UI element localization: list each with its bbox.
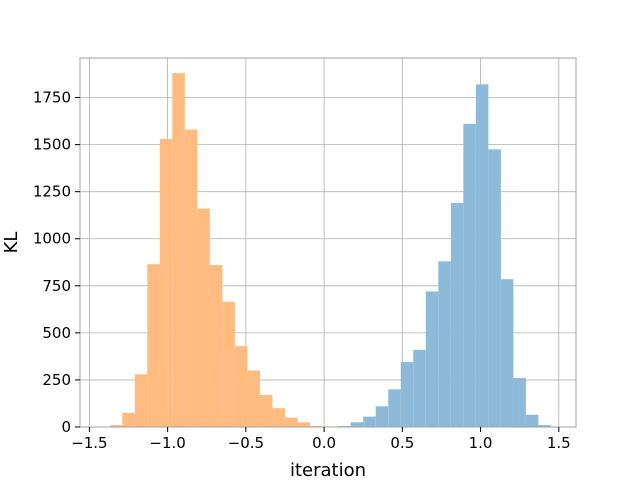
histogram-bar <box>247 370 260 427</box>
histogram-bar <box>147 264 160 427</box>
y-tick-label: 750 <box>42 277 71 295</box>
axis-ticks: −1.5 −1.0 −0.5 0.0 0.5 1.0 1.5 0 250 500 750 1000 12… <box>33 89 571 452</box>
x-tick-label: 1.5 <box>547 434 571 452</box>
x-tick-label: 0.0 <box>312 434 336 452</box>
y-tick-label: 1500 <box>33 136 71 154</box>
y-tick-label: 0 <box>61 418 71 436</box>
plot-frame <box>79 57 577 428</box>
histogram-bar <box>500 279 514 427</box>
histogram-bar <box>122 412 135 427</box>
histogram-bar <box>488 149 501 428</box>
histogram-bar <box>109 425 123 427</box>
x-tick-label: −1.0 <box>149 434 185 452</box>
histogram-bar <box>463 123 476 428</box>
x-axis-label: iteration <box>290 460 366 480</box>
x-tick-label: −0.5 <box>228 434 264 452</box>
histogram-bar <box>400 362 414 427</box>
histogram-bars <box>109 73 551 428</box>
y-axis-label: KL <box>1 232 22 254</box>
histogram-bar <box>538 425 551 427</box>
histogram-bar <box>450 202 464 427</box>
histogram-bar <box>197 208 210 427</box>
histogram-bar <box>259 394 273 427</box>
histogram-bar <box>375 406 389 427</box>
histogram-bar <box>388 389 401 427</box>
histogram-bar <box>525 414 539 427</box>
y-tick-label: 1000 <box>33 230 71 248</box>
histogram-bar <box>234 346 248 427</box>
y-tick-label: 500 <box>42 324 71 342</box>
histogram-bar <box>475 84 489 427</box>
histogram-bar <box>134 374 148 427</box>
histogram-bar <box>222 301 235 427</box>
y-tick-label: 1750 <box>33 89 71 107</box>
y-tick-label: 1250 <box>33 183 71 201</box>
x-tick-label: 0.5 <box>390 434 414 452</box>
histogram-bar <box>350 422 364 427</box>
histogram-bar <box>413 349 426 427</box>
histogram-bar <box>363 416 376 427</box>
x-tick-label: −1.5 <box>71 434 107 452</box>
y-tick-label: 250 <box>42 371 71 389</box>
histogram-bar <box>284 417 298 427</box>
histogram-bar <box>159 138 173 427</box>
x-tick-label: 1.0 <box>469 434 493 452</box>
histogram-bar <box>172 73 185 428</box>
histogram-bar <box>513 378 526 427</box>
histogram-bar <box>209 265 223 427</box>
histogram-bar <box>184 129 198 427</box>
histogram-bar <box>425 291 439 427</box>
histogram-bar <box>438 261 451 427</box>
histogram-bar <box>272 408 285 427</box>
histogram-bar <box>297 422 311 427</box>
